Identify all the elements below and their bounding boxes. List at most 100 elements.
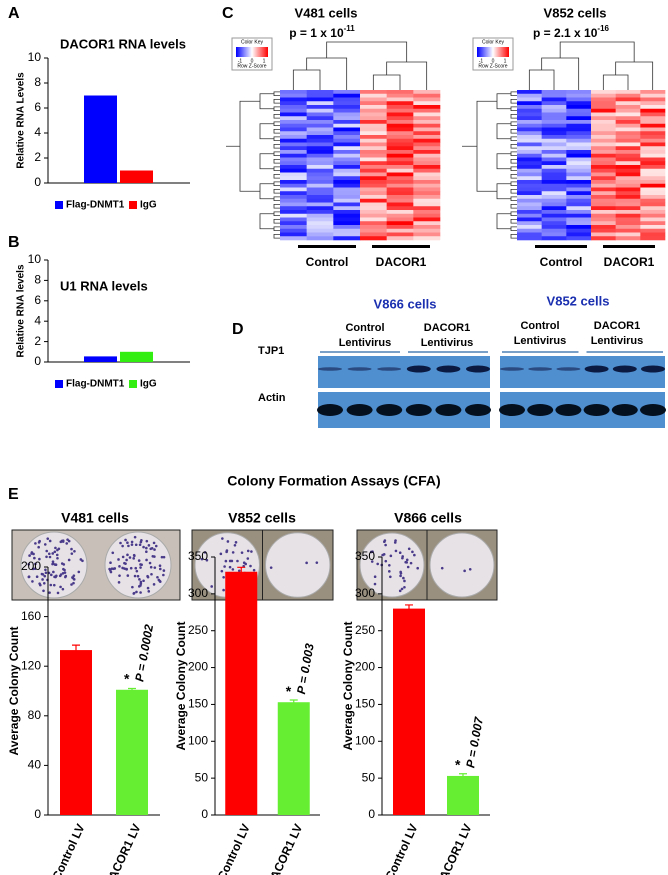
colony [398, 589, 402, 593]
colony [411, 550, 414, 554]
colony [219, 552, 223, 556]
heatmap-cell [566, 123, 592, 128]
heatmap-cell [566, 150, 592, 155]
heatmap-cell [306, 191, 334, 196]
heatmap-cell [386, 108, 414, 113]
heatmap-cell [640, 206, 666, 211]
bar [277, 702, 310, 815]
colony [133, 554, 136, 558]
heatmap-cell [386, 195, 414, 200]
heatmap-cell [280, 127, 307, 132]
heatmap-cell [386, 217, 414, 222]
heatmap-cell [517, 161, 542, 166]
column-dendrogram [528, 41, 654, 90]
colony [110, 567, 114, 570]
colony [130, 540, 134, 544]
heatmap-cell [360, 97, 387, 102]
heatmap-cell [640, 123, 666, 128]
heatmap-cell [615, 120, 641, 125]
heatmap-cell [413, 168, 441, 173]
heatmap-cell [541, 180, 567, 185]
colony [148, 561, 152, 565]
colony [158, 564, 162, 568]
heatmap-cell [280, 116, 307, 121]
heatmap-cell [591, 142, 616, 147]
heatmap-cell [640, 202, 666, 207]
colony [233, 543, 237, 547]
y-axis-label: Average Colony Count [7, 627, 21, 756]
heatmap-cell [591, 232, 616, 237]
heatmap-cell [566, 131, 592, 136]
colony [220, 569, 224, 573]
heatmap-cell [591, 90, 616, 95]
heatmap-cell [386, 225, 414, 230]
heatmap-cell [566, 195, 592, 200]
heatmap-cell [386, 232, 414, 237]
heatmap-cell [541, 198, 567, 203]
panel-letter: E [8, 486, 19, 503]
colony [44, 571, 48, 575]
blot-row: Actin [258, 392, 286, 404]
heatmap-cell [386, 161, 414, 166]
heatmap-cell [517, 198, 542, 203]
heatmap-cell [517, 172, 542, 177]
band [318, 367, 342, 371]
colony [41, 578, 44, 581]
blot-group: Lentivirus [514, 335, 567, 347]
heatmap-cell [541, 120, 567, 125]
colony [42, 581, 46, 585]
colony [370, 560, 374, 563]
colony [49, 583, 53, 587]
band [466, 365, 490, 373]
heatmap-cell [306, 183, 334, 188]
y-tick-label: 40 [28, 758, 42, 772]
heatmap-cell [541, 93, 567, 98]
heatmap-cell [566, 198, 592, 203]
colony [389, 575, 392, 579]
y-axis-label: Relative RNA Levels [16, 72, 27, 169]
heatmap-cell [306, 153, 334, 158]
heatmap-cell [517, 180, 542, 185]
heatmap-cell [413, 210, 441, 215]
heatmap-cell [413, 236, 441, 241]
colony [205, 558, 209, 562]
colony [119, 541, 122, 545]
heatmap-cell [566, 172, 592, 177]
heatmap-cell [306, 108, 334, 113]
heatmap-cell [591, 101, 616, 106]
heatmap-cell [360, 206, 387, 211]
dish [265, 532, 331, 598]
heatmap-cell [333, 198, 361, 203]
heatmap-cell [413, 146, 441, 151]
heatmap-cell [280, 97, 307, 102]
heatmap-cell [640, 108, 666, 113]
colony [34, 562, 37, 566]
blot-group: Control [345, 322, 384, 334]
heatmap-cell [386, 150, 414, 155]
heatmap-cell [386, 221, 414, 226]
blot [318, 356, 490, 388]
group-label: DACOR1 [604, 255, 655, 269]
heatmap-cell [413, 90, 441, 95]
heatmap-cell [541, 138, 567, 143]
heatmap-cell [413, 116, 441, 121]
heatmap-cell [333, 120, 361, 125]
heatmap-cell [280, 105, 307, 110]
group-bar [298, 245, 356, 248]
row-dendrogram [462, 91, 517, 239]
heatmap-cell [280, 183, 307, 188]
heatmap-cell [640, 176, 666, 181]
colony [56, 591, 60, 595]
heatmap-cell [615, 180, 641, 185]
color-key-label: Row Z-Score [478, 63, 507, 69]
colony [133, 574, 137, 578]
heatmap-cell [306, 206, 334, 211]
colony [394, 539, 397, 542]
colony [162, 573, 165, 577]
group-bar [603, 245, 655, 248]
colony [228, 565, 232, 569]
colony [147, 590, 151, 593]
heatmap-cell [413, 183, 441, 188]
heatmap-cell [640, 157, 666, 162]
heatmap-p: p = 2.1 x 10-16 [533, 24, 610, 40]
